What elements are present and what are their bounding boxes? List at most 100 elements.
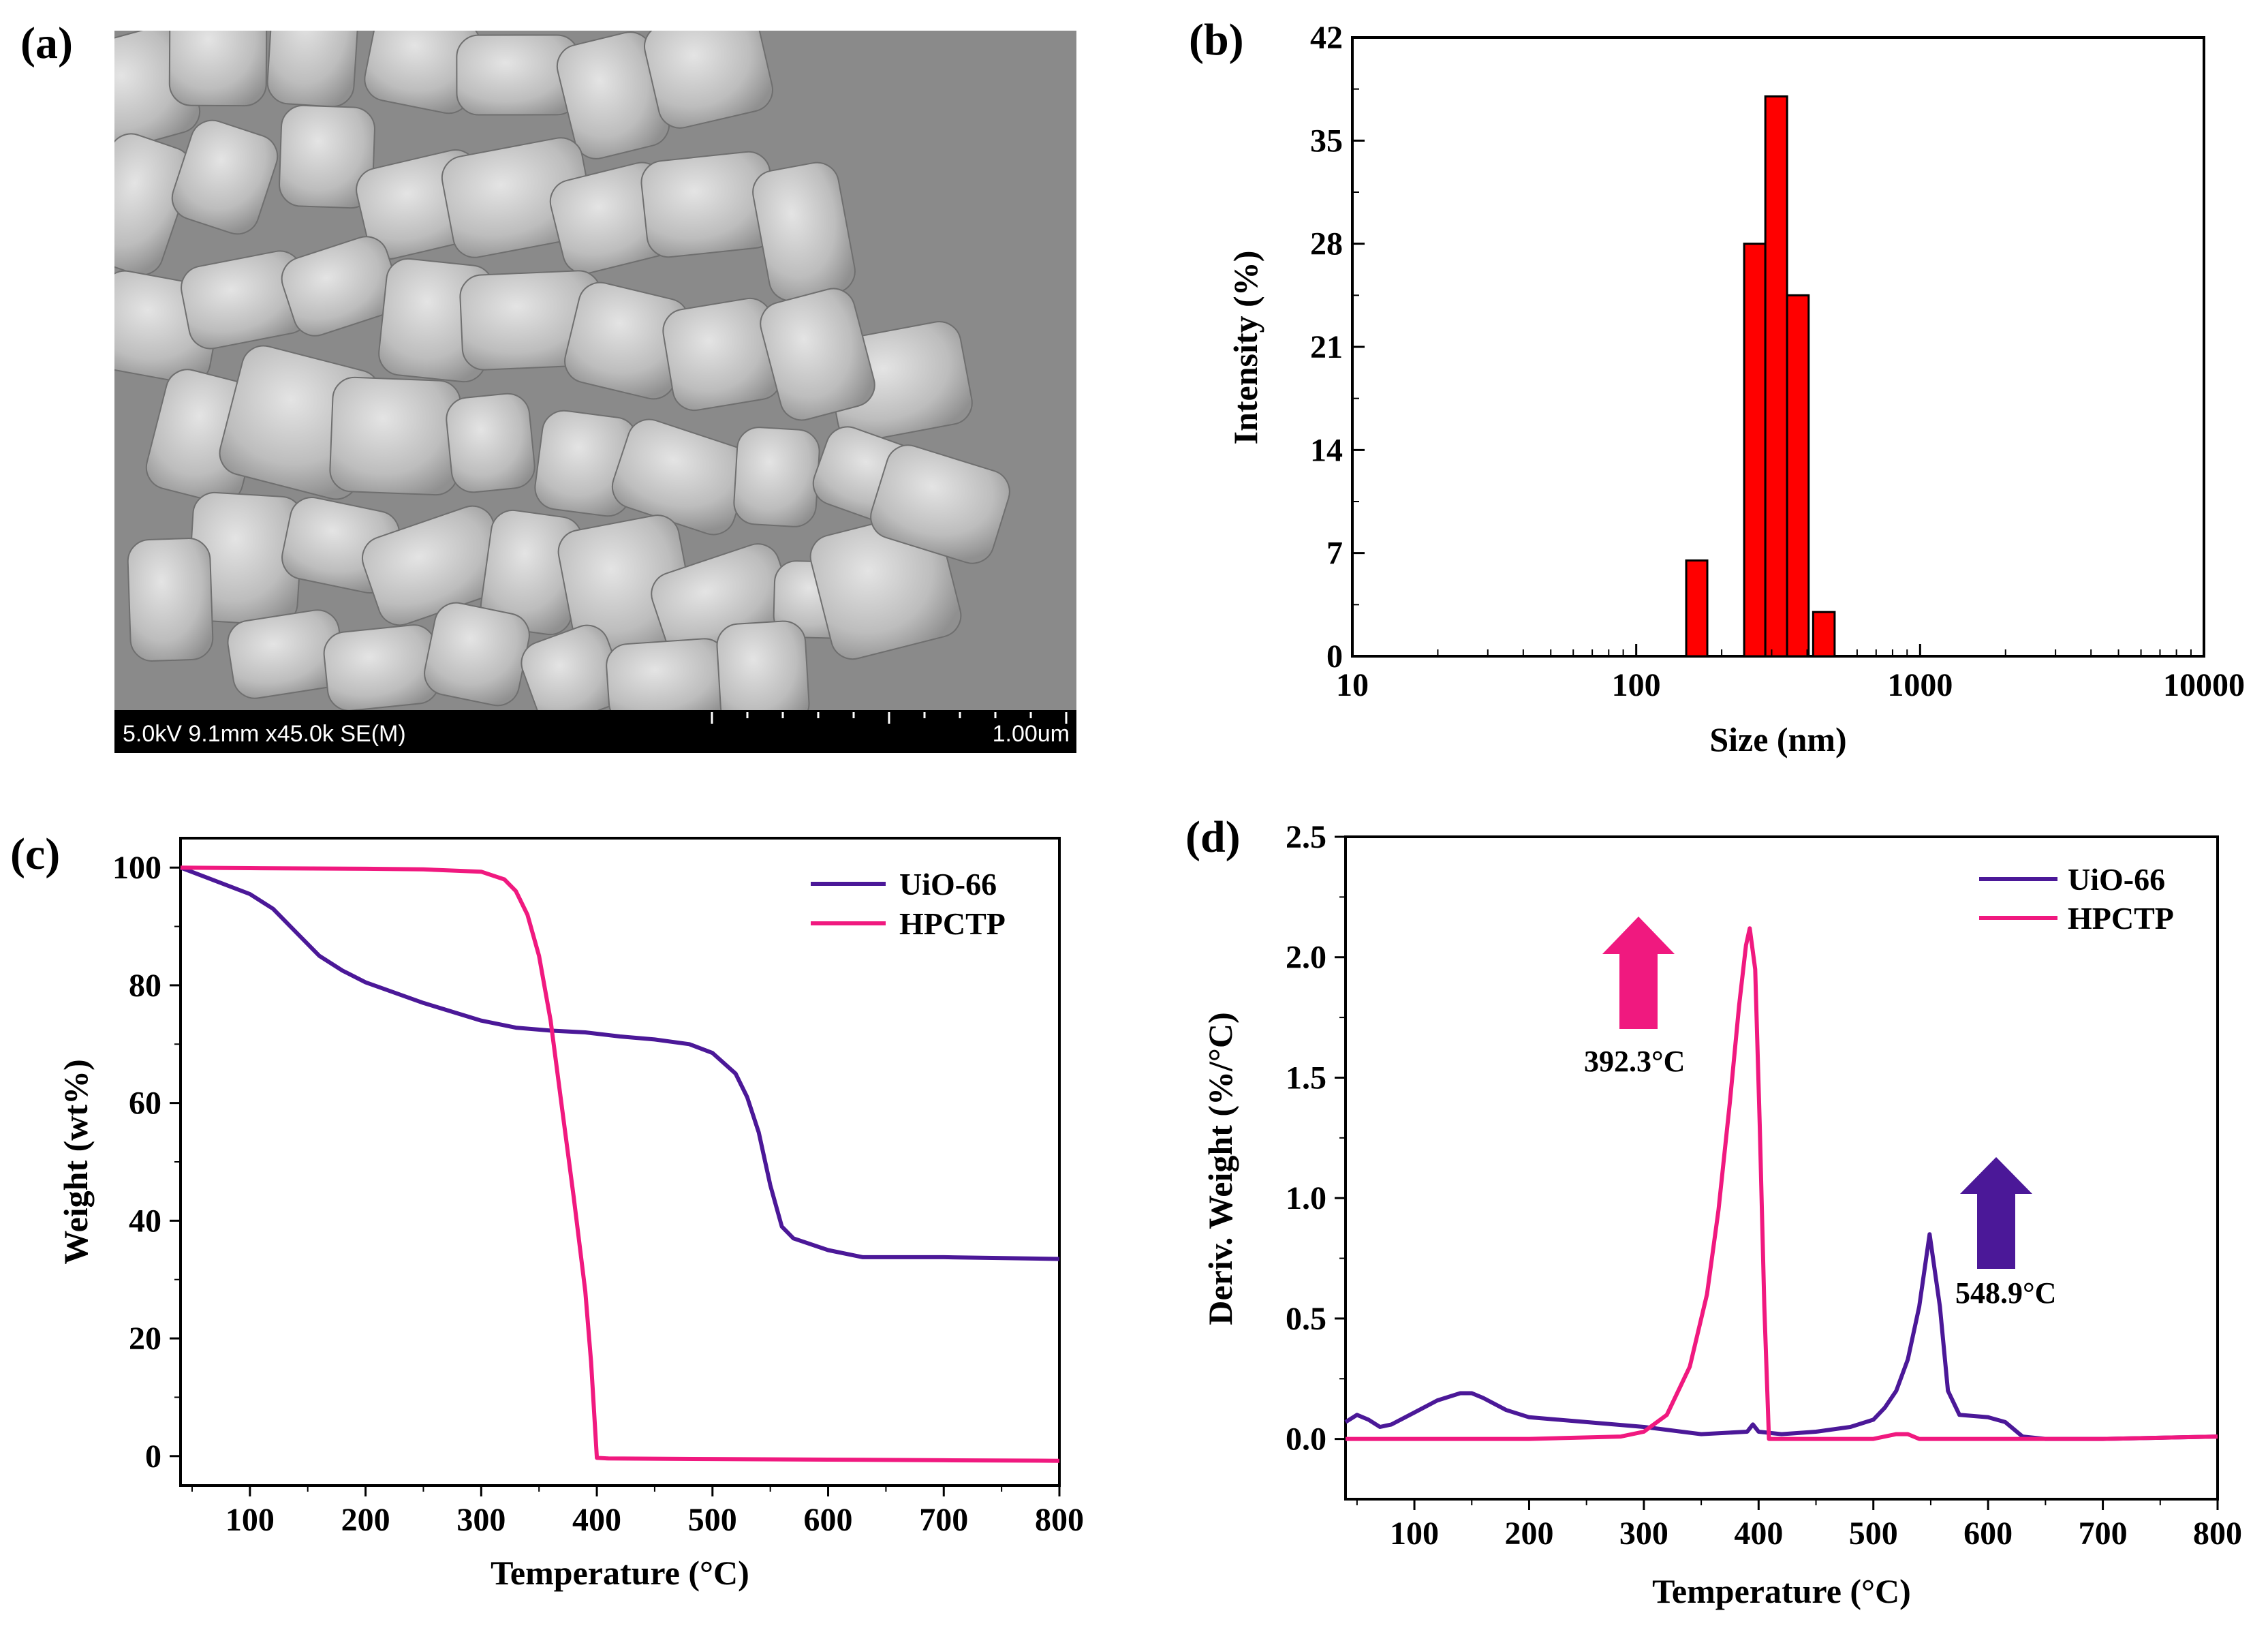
series-line-hpctp — [180, 865, 1060, 1463]
hpctp-peak-arrow-icon — [1602, 917, 1675, 1029]
y-tick-label: 7 — [1326, 536, 1343, 572]
c-series — [179, 865, 1060, 1463]
x-tick-label: 100 — [1612, 667, 1661, 703]
x-tick-label: 500 — [688, 1502, 737, 1538]
series-line-uio66 — [1344, 1232, 2218, 1441]
d-annotations: 392.3°C 548.9°C — [1584, 917, 2056, 1310]
d-ylabel: Deriv. Weight (%/°C) — [1201, 1012, 1239, 1325]
x-tick-label: 200 — [1504, 1516, 1553, 1552]
panel-d-label: (d) — [1185, 812, 1241, 862]
c-legend: UiO-66 HPCTP — [811, 867, 1006, 941]
sem-image: 5.0kV 9.1mm x45.0k SE(M) 1.00um — [114, 31, 1076, 753]
sem-particle — [733, 427, 820, 527]
y-tick-label: 28 — [1310, 226, 1343, 262]
panel-c-label: (c) — [10, 829, 60, 879]
d-plot-frame — [1344, 835, 2219, 1501]
sem-particle — [171, 119, 279, 235]
x-tick-label: 100 — [226, 1502, 275, 1538]
sem-particle — [644, 31, 773, 129]
c-ylabel: Weight (wt%) — [57, 1059, 95, 1264]
hpctp-peak-label: 392.3°C — [1584, 1045, 1685, 1078]
bar — [1743, 243, 1767, 658]
x-tick-label: 200 — [341, 1502, 390, 1538]
uio66-peak-label: 548.9°C — [1955, 1276, 2056, 1310]
d-xlabel: Temperature (°C) — [1652, 1572, 1911, 1610]
x-tick-label: 700 — [919, 1502, 968, 1538]
sem-particle — [114, 133, 193, 276]
y-tick-label: 1.5 — [1286, 1060, 1326, 1096]
b-ylabel: Intensity (%) — [1226, 251, 1264, 445]
c-legend-label-hpctp: HPCTP — [899, 906, 1006, 941]
tga-chart: 100 200 300 400 500 600 700 800 0 20 40 60 80 100 UiO… — [57, 837, 1084, 1592]
c-xlabel: Temperature (°C) — [491, 1554, 749, 1592]
y-tick-label: 60 — [129, 1086, 161, 1122]
c-ticks: 100 200 300 400 500 600 700 800 0 20 40 60 80 100 — [112, 850, 1084, 1538]
d-legend-label-uio66: UiO-66 — [2068, 862, 2165, 897]
x-tick-label: 10 — [1336, 667, 1369, 703]
x-tick-label: 300 — [456, 1502, 506, 1538]
y-tick-label: 21 — [1310, 329, 1343, 365]
y-tick-label: 0 — [1326, 639, 1343, 675]
y-tick-label: 14 — [1310, 432, 1343, 468]
dtg-chart: 100 200 300 400 500 600 700 800 0.0 0.5 1.0 1.5 2.0 2… — [1201, 819, 2242, 1610]
y-tick-label: 1.0 — [1286, 1180, 1326, 1216]
series-line-hpctp — [1346, 926, 2218, 1441]
sem-particle — [168, 31, 268, 107]
x-tick-label: 400 — [1734, 1516, 1783, 1552]
series-line-uio66 — [179, 865, 1060, 1261]
sem-scale-label: 1.00um — [993, 721, 1070, 747]
y-tick-label: 80 — [129, 968, 161, 1004]
bar — [1764, 95, 1788, 658]
sem-particle — [424, 602, 530, 707]
x-tick-label: 800 — [1035, 1502, 1084, 1538]
sem-scale-bar — [711, 712, 1068, 724]
size-distribution-chart: 10 100 1000 10000 0 7 14 21 28 35 42 Size (nm) Int… — [1226, 20, 2245, 758]
sem-particle — [446, 393, 535, 493]
sem-particles — [114, 31, 1010, 729]
x-tick-label: 800 — [2193, 1516, 2242, 1552]
y-tick-label: 2.0 — [1286, 940, 1326, 976]
y-tick-label: 0.5 — [1286, 1301, 1326, 1337]
x-tick-label: 1000 — [1887, 667, 1953, 703]
y-tick-label: 0 — [145, 1439, 161, 1475]
b-xlabel: Size (nm) — [1709, 720, 1846, 758]
x-tick-label: 300 — [1619, 1516, 1668, 1552]
uio66-peak-arrow-icon — [1960, 1157, 2032, 1269]
y-tick-label: 0.0 — [1286, 1421, 1326, 1458]
x-tick-label: 500 — [1849, 1516, 1898, 1552]
c-legend-label-uio66: UiO-66 — [899, 867, 997, 902]
bar — [1685, 559, 1709, 658]
sem-particle — [323, 624, 440, 711]
sem-particle — [127, 538, 214, 662]
b-bars — [1685, 95, 1836, 658]
panel-a-label: (a) — [20, 18, 73, 68]
sem-particle — [870, 444, 1010, 564]
sem-particle — [329, 376, 461, 496]
sem-particle — [760, 288, 875, 421]
d-series — [1344, 926, 2218, 1441]
d-legend-label-hpctp: HPCTP — [2068, 901, 2174, 936]
sem-particle — [266, 31, 360, 108]
sem-info-bar — [114, 710, 1076, 753]
x-tick-label: 600 — [1963, 1516, 2013, 1552]
y-tick-label: 42 — [1310, 20, 1343, 56]
x-tick-label: 600 — [804, 1502, 853, 1538]
x-tick-label: 100 — [1390, 1516, 1439, 1552]
y-tick-label: 20 — [129, 1321, 161, 1357]
y-tick-label: 35 — [1310, 123, 1343, 159]
x-tick-label: 700 — [2079, 1516, 2128, 1552]
panel-b-label: (b) — [1189, 15, 1244, 65]
y-tick-label: 40 — [129, 1203, 161, 1239]
x-tick-label: 400 — [572, 1502, 621, 1538]
y-tick-label: 100 — [112, 850, 161, 886]
b-ticks: 10 100 1000 10000 0 7 14 21 28 35 42 — [1310, 20, 2245, 703]
sem-particle — [279, 104, 375, 209]
d-ticks: 100 200 300 400 500 600 700 800 0.0 0.5 1.0 1.5 2.0 2… — [1286, 819, 2242, 1552]
bar — [1812, 611, 1836, 658]
sem-info-text: 5.0kV 9.1mm x45.0k SE(M) — [123, 721, 406, 747]
bar — [1786, 294, 1810, 658]
x-tick-label: 10000 — [2163, 667, 2245, 703]
y-tick-label: 2.5 — [1286, 819, 1326, 855]
d-legend: UiO-66 HPCTP — [1979, 862, 2174, 936]
